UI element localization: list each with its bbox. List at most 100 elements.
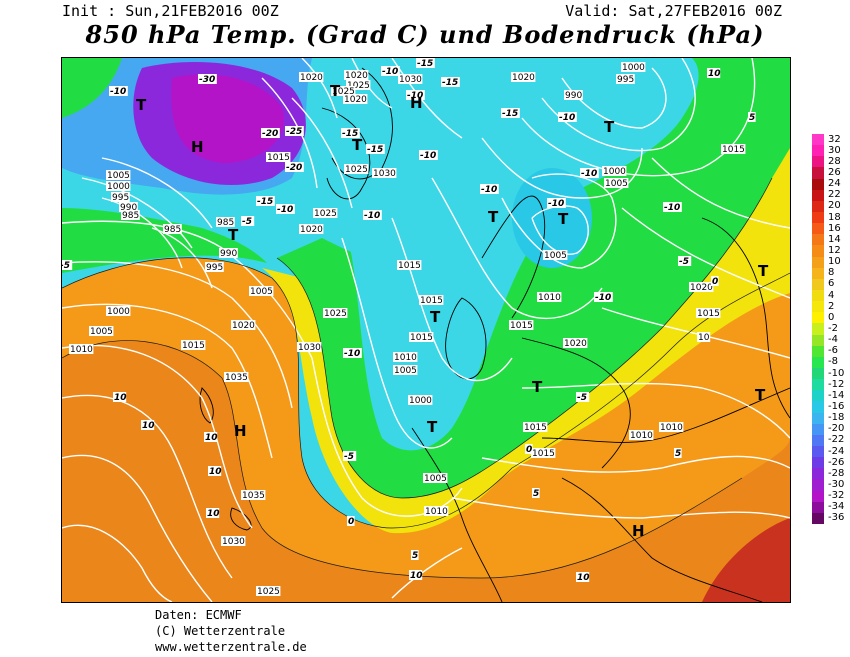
- scale-tick-label: -18: [828, 412, 845, 424]
- isotherm-label: 10: [207, 509, 220, 519]
- isotherm-label-bg: [480, 184, 499, 194]
- isotherms: [62, 177, 790, 579]
- pressure-label: 1000: [603, 167, 626, 177]
- pressure-label: 1015: [722, 145, 745, 155]
- isotherm-label: 0: [348, 517, 354, 527]
- isotherm-label: 10: [209, 467, 222, 477]
- website-link[interactable]: www.wetterzentrale.de: [155, 640, 307, 654]
- scale-tick-label: 2: [828, 300, 835, 312]
- scale-swatch: [812, 468, 824, 480]
- isotherm-label: 5: [533, 489, 539, 499]
- scale-swatch: [812, 334, 824, 347]
- pressure-label-bg: [221, 536, 246, 546]
- scale-tick-label: -32: [828, 490, 845, 502]
- isotherm-label-bg: [406, 90, 425, 100]
- isotherm-label: 10: [577, 573, 590, 583]
- isotherm-label-bg: [109, 86, 128, 96]
- scale-swatch: [812, 457, 824, 469]
- isotherm-label: -10: [364, 211, 380, 221]
- pressure-label-bg: [696, 308, 721, 318]
- coastlines: [199, 67, 790, 602]
- pressure-label: 985: [122, 211, 139, 221]
- scale-tick-label: -8: [828, 356, 838, 368]
- isotherm-label-bg: [525, 444, 533, 454]
- high-pressure-center: H: [410, 94, 423, 112]
- pressure-label-bg: [721, 144, 746, 154]
- pressure-label-bg: [241, 490, 266, 500]
- scale-tick-label: -16: [828, 401, 845, 412]
- isotherm-label-bg: [208, 466, 222, 476]
- isotherm-label-bg: [341, 128, 360, 138]
- isotherm-label: -10: [559, 113, 575, 123]
- pressure-label: 1030: [399, 75, 422, 85]
- pressure-label-bg: [106, 306, 131, 316]
- pressure-label: 1025: [324, 309, 347, 319]
- pressure-label-bg: [409, 332, 434, 342]
- isotherm-label-bg: [501, 108, 520, 118]
- scale-tick-label: 0: [828, 311, 835, 323]
- isotherm-label: 5: [749, 113, 755, 123]
- scale-swatch: [812, 134, 824, 146]
- pressure-label-bg: [393, 365, 418, 375]
- scale-tick-label: -2: [828, 323, 838, 334]
- isotherm-label: -10: [344, 349, 360, 359]
- pressure-label: 1010: [394, 353, 417, 363]
- pressure-label-bg: [219, 248, 238, 258]
- scale-swatch: [812, 401, 824, 414]
- pressure-label: 1020: [345, 71, 368, 81]
- isotherm-label-bg: [419, 150, 438, 160]
- low-pressure-center: T: [330, 82, 341, 100]
- low-pressure-center: T: [488, 208, 499, 226]
- scale-tick-label: -4: [828, 334, 838, 346]
- scale-tick-label: -34: [828, 501, 845, 513]
- isotherm-label-bg: [416, 58, 435, 68]
- pressure-label: 985: [217, 218, 234, 228]
- pressure-label-bg: [266, 152, 291, 162]
- pressure-label: 1015: [267, 153, 290, 163]
- pressure-label-bg: [181, 340, 206, 350]
- scale-swatch: [812, 223, 824, 235]
- isotherm-label: -30: [199, 75, 215, 85]
- isotherm-label: -15: [417, 59, 433, 69]
- pressure-label: 1025: [332, 87, 355, 97]
- pressure-label: 1010: [70, 345, 93, 355]
- low-pressure-center: T: [427, 418, 438, 436]
- scale-swatch: [812, 301, 824, 313]
- pressure-label-bg: [344, 70, 369, 80]
- scale-swatch: [812, 312, 824, 324]
- valid-time: Valid: Sat,27FEB2016 00Z: [565, 2, 782, 20]
- isotherm-label-bg: [276, 204, 295, 214]
- scale-swatch: [812, 412, 824, 425]
- isotherm-label-bg: [663, 202, 682, 212]
- isotherm-label: -15: [367, 145, 383, 155]
- pressure-label: 1010: [630, 431, 653, 441]
- pressure-label-bg: [89, 326, 114, 336]
- isotherm-label-bg: [285, 162, 304, 172]
- scale-swatch: [812, 156, 824, 168]
- pressure-label: 1000: [622, 63, 645, 73]
- isotherm-label-bg: [576, 392, 590, 402]
- pressure-label: 1035: [225, 373, 248, 383]
- pressure-label-bg: [313, 208, 338, 218]
- pressure-label-bg: [106, 170, 131, 180]
- isotherm-label-bg: [748, 112, 756, 122]
- scale-swatch: [812, 212, 824, 224]
- scale-tick-label: -20: [828, 423, 845, 435]
- scale-tick-label: -22: [828, 434, 845, 446]
- pressure-label: 1020: [300, 225, 323, 235]
- scale-tick-label: 24: [828, 178, 841, 190]
- isotherm-label-bg: [285, 126, 304, 136]
- pressure-label: 1010: [538, 293, 561, 303]
- pressure-label-bg: [509, 320, 534, 330]
- pressure-labels: 1020 102010251030102510201020100099599010…: [69, 62, 746, 597]
- isotherm-label: -5: [242, 217, 252, 227]
- isotherm-label: -15: [442, 78, 458, 88]
- scale-tick-label: 22: [828, 189, 841, 201]
- pressure-label-bg: [323, 308, 348, 318]
- pressure-label: 1015: [524, 423, 547, 433]
- pressure-label-bg: [121, 210, 140, 220]
- scale-tick-label: -10: [828, 367, 845, 379]
- isotherm-label: -25: [286, 127, 302, 137]
- pressure-label-bg: [531, 448, 556, 458]
- scale-tick-label: -14: [828, 389, 845, 401]
